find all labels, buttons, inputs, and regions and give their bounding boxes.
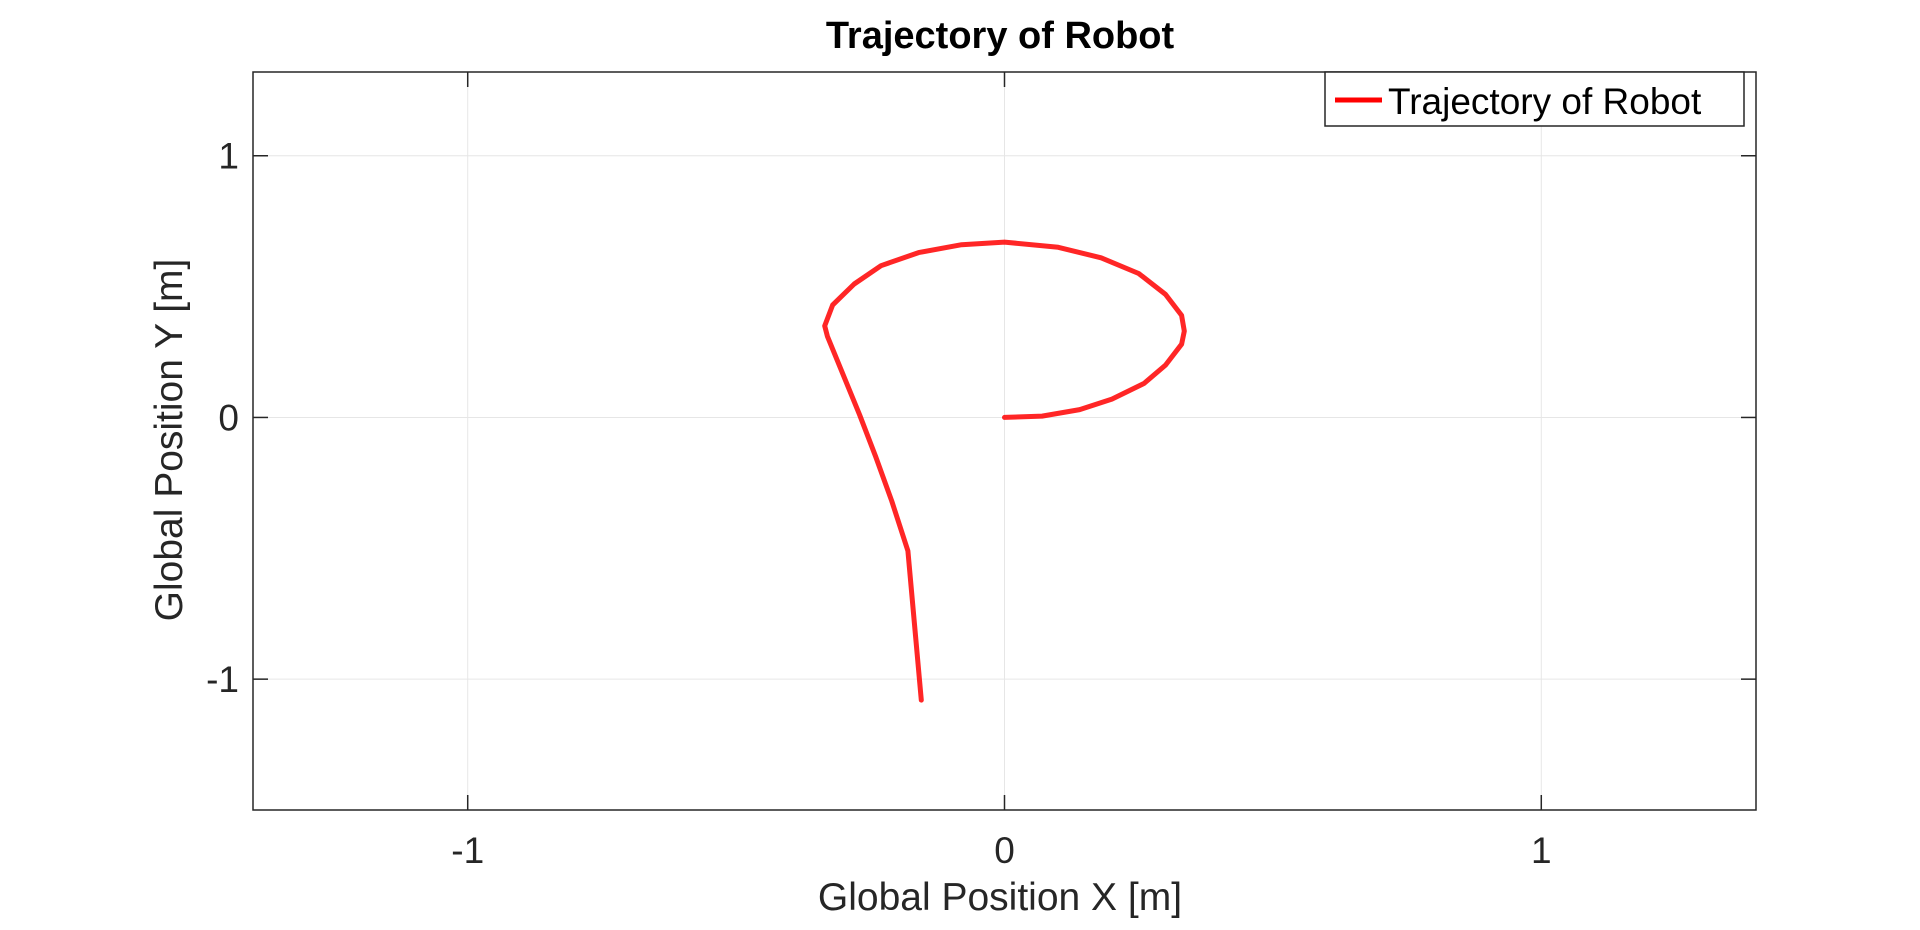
x-tick-label: -1	[451, 830, 484, 871]
y-tick-label: 0	[218, 397, 239, 438]
x-axis-label: Global Position X [m]	[818, 876, 1182, 919]
y-tick-label: -1	[206, 659, 239, 700]
y-axis-label: Global Position Y [m]	[148, 259, 191, 622]
legend-entry-trajectory: Trajectory of Robot	[1388, 81, 1702, 122]
legend: Trajectory of Robot	[1324, 71, 1745, 127]
x-tick-label: 0	[994, 830, 1015, 871]
x-tick-label: 1	[1531, 830, 1552, 871]
chart-title: Trajectory of Robot	[826, 15, 1175, 57]
series-layer	[822, 239, 1187, 703]
legend-box	[1324, 71, 1745, 127]
trajectory-line	[822, 239, 1187, 703]
y-tick-label: 1	[218, 136, 239, 177]
tick-labels: -1 0 1 -1 0 1	[206, 136, 1551, 871]
axes-box	[252, 71, 1757, 811]
